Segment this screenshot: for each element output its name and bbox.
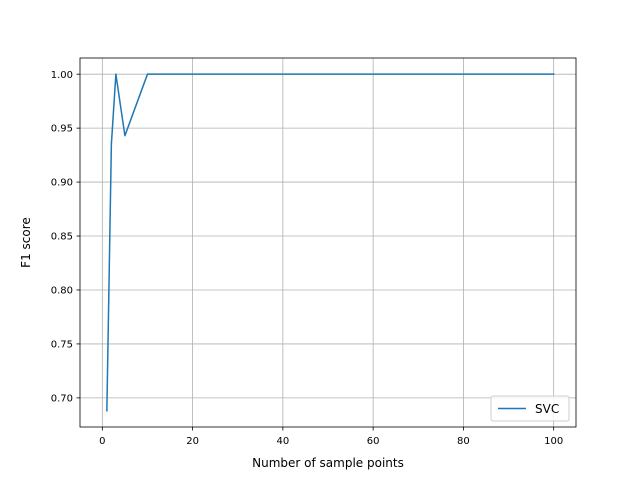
x-tick-label: 40 <box>277 436 290 447</box>
y-axis-label: F1 score <box>19 217 33 268</box>
y-tick-label: 0.75 <box>51 340 73 351</box>
y-tick-label: 1.00 <box>51 70 73 81</box>
grid-lines <box>80 58 576 427</box>
y-tick-label: 0.90 <box>51 178 73 189</box>
x-tick-label: 80 <box>457 436 470 447</box>
x-axis-label: Number of sample points <box>252 456 404 470</box>
axis-ticks: 0 20 40 60 80 100 0.70 0.75 0.80 0.85 0.90 0.95 1.00 <box>51 70 563 447</box>
legend-label-svc: SVC <box>535 402 559 416</box>
axes-frame <box>79 57 577 428</box>
y-tick-label: 0.95 <box>51 124 73 135</box>
x-tick-label: 100 <box>544 436 563 447</box>
y-tick-label: 0.85 <box>51 232 73 243</box>
x-tick-label: 0 <box>99 436 105 447</box>
y-tick-label: 0.70 <box>51 393 73 404</box>
legend: SVC <box>490 395 570 422</box>
legend-box <box>490 395 570 422</box>
x-tick-label: 60 <box>367 436 380 447</box>
y-tick-label: 0.80 <box>51 286 73 297</box>
x-tick-label: 20 <box>186 436 199 447</box>
series-line-svc <box>106 73 555 412</box>
series-layer <box>106 73 555 412</box>
